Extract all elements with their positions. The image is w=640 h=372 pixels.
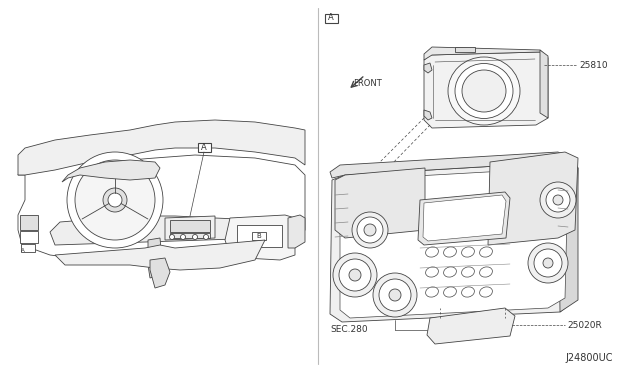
Circle shape: [553, 195, 563, 205]
Bar: [198, 143, 211, 152]
Circle shape: [339, 259, 371, 291]
Bar: [20, 215, 38, 230]
Text: SEC.280: SEC.280: [330, 326, 367, 334]
Polygon shape: [540, 50, 548, 118]
Ellipse shape: [461, 267, 474, 277]
Polygon shape: [330, 152, 578, 178]
Text: J24800UC: J24800UC: [565, 353, 612, 363]
Polygon shape: [340, 168, 568, 318]
Circle shape: [379, 279, 411, 311]
Circle shape: [180, 234, 186, 240]
Text: A: A: [21, 248, 25, 253]
Bar: [237, 225, 282, 247]
Text: B: B: [257, 233, 261, 239]
Circle shape: [546, 188, 570, 212]
Polygon shape: [424, 52, 548, 128]
Polygon shape: [225, 215, 295, 260]
Circle shape: [108, 193, 122, 207]
Polygon shape: [288, 215, 305, 248]
Circle shape: [528, 243, 568, 283]
Ellipse shape: [426, 287, 438, 297]
Text: A: A: [328, 13, 334, 22]
Circle shape: [534, 249, 562, 277]
Text: 25810: 25810: [579, 61, 607, 70]
Circle shape: [67, 152, 163, 248]
Circle shape: [170, 234, 175, 240]
Bar: [20, 231, 38, 243]
Circle shape: [103, 188, 127, 212]
Polygon shape: [150, 258, 170, 288]
Polygon shape: [418, 192, 510, 245]
Polygon shape: [427, 308, 515, 344]
Circle shape: [193, 234, 198, 240]
Text: A: A: [201, 142, 207, 151]
Polygon shape: [455, 47, 475, 52]
Ellipse shape: [448, 57, 520, 125]
Ellipse shape: [444, 287, 456, 297]
Polygon shape: [18, 155, 305, 260]
Polygon shape: [558, 155, 578, 312]
Circle shape: [333, 253, 377, 297]
Circle shape: [75, 160, 155, 240]
Polygon shape: [55, 240, 265, 270]
Circle shape: [389, 289, 401, 301]
Polygon shape: [62, 160, 160, 182]
Polygon shape: [50, 216, 270, 245]
Polygon shape: [148, 238, 162, 278]
Ellipse shape: [462, 70, 506, 112]
Bar: [21, 244, 35, 252]
Polygon shape: [424, 47, 548, 60]
Polygon shape: [335, 168, 425, 238]
Text: FRONT: FRONT: [353, 78, 381, 87]
Circle shape: [540, 182, 576, 218]
Ellipse shape: [461, 287, 474, 297]
Bar: [170, 220, 210, 232]
Circle shape: [349, 269, 361, 281]
Ellipse shape: [479, 247, 492, 257]
Polygon shape: [424, 110, 432, 120]
Polygon shape: [18, 120, 305, 175]
Circle shape: [543, 258, 553, 268]
Ellipse shape: [444, 267, 456, 277]
Ellipse shape: [461, 247, 474, 257]
Polygon shape: [424, 63, 432, 73]
Polygon shape: [330, 162, 578, 322]
Bar: [252, 232, 266, 240]
Ellipse shape: [444, 247, 456, 257]
Polygon shape: [488, 152, 578, 245]
Ellipse shape: [479, 267, 492, 277]
Ellipse shape: [455, 64, 513, 119]
Circle shape: [364, 224, 376, 236]
Bar: [170, 233, 210, 238]
Ellipse shape: [426, 267, 438, 277]
Text: 25020R: 25020R: [567, 321, 602, 330]
Circle shape: [352, 212, 388, 248]
Circle shape: [373, 273, 417, 317]
Circle shape: [357, 217, 383, 243]
Bar: [325, 14, 338, 23]
Polygon shape: [423, 195, 506, 241]
Circle shape: [204, 234, 209, 240]
Polygon shape: [165, 216, 215, 240]
Ellipse shape: [426, 247, 438, 257]
Ellipse shape: [479, 287, 492, 297]
